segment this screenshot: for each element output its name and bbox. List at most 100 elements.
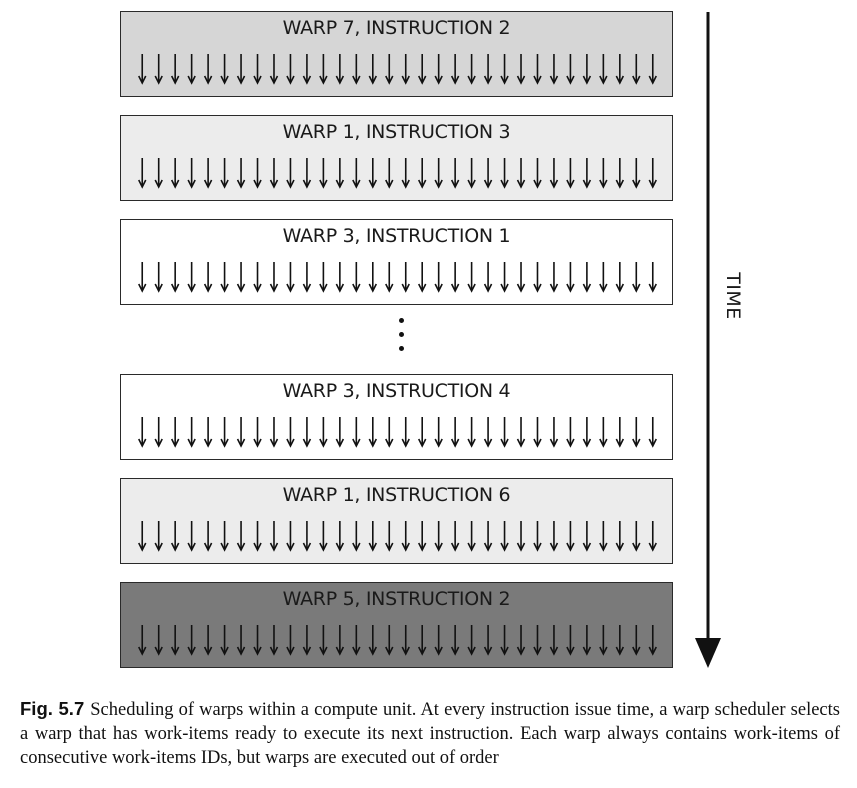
work-item-arrow	[154, 54, 163, 85]
work-item-arrow	[236, 521, 246, 552]
warp-box: WARP 3, INSTRUCTION 4	[120, 374, 673, 460]
work-item-arrow	[549, 54, 559, 85]
work-item-arrow	[417, 262, 427, 293]
work-item-arrow	[253, 521, 262, 552]
work-item-arrows	[138, 262, 657, 293]
work-item-arrow	[533, 521, 542, 552]
work-item-arrow	[516, 54, 526, 85]
work-item-arrows	[138, 417, 657, 448]
work-item-arrow	[253, 417, 262, 448]
work-item-arrows	[138, 158, 657, 189]
work-item-arrow	[319, 521, 328, 552]
work-item-arrow	[385, 521, 394, 552]
work-item-arrow	[648, 521, 657, 552]
work-item-arrow	[467, 262, 476, 293]
work-item-arrow	[170, 417, 180, 448]
work-item-arrow	[220, 54, 229, 85]
caption-text: Scheduling of warps within a compute uni…	[20, 700, 840, 768]
ellipsis-dots	[396, 318, 406, 368]
work-item-arrow	[500, 521, 509, 552]
work-item-arrow	[648, 625, 657, 656]
work-item-arrow	[319, 158, 328, 189]
work-item-arrow	[401, 262, 410, 293]
work-item-arrow	[615, 625, 625, 656]
work-item-arrow	[170, 521, 180, 552]
work-item-arrow	[599, 417, 608, 448]
work-item-arrow	[319, 262, 328, 293]
work-item-arrow	[319, 625, 328, 656]
work-item-arrow	[269, 262, 279, 293]
work-item-arrow	[417, 625, 427, 656]
work-item-arrow	[335, 625, 345, 656]
work-item-arrow	[450, 521, 460, 552]
warp-box: WARP 5, INSTRUCTION 2	[120, 582, 673, 668]
work-item-arrow	[549, 158, 559, 189]
work-item-arrow	[187, 417, 196, 448]
work-item-arrow	[203, 417, 213, 448]
work-item-arrow	[599, 625, 608, 656]
work-item-arrow	[648, 417, 657, 448]
work-item-arrow	[401, 521, 410, 552]
work-item-arrow	[615, 158, 625, 189]
dot	[398, 332, 404, 337]
work-item-arrows	[138, 54, 657, 85]
work-item-arrow	[566, 625, 575, 656]
work-item-arrow	[434, 158, 443, 189]
work-item-arrow	[302, 521, 312, 552]
work-item-arrow	[582, 262, 592, 293]
dot	[398, 318, 404, 323]
work-item-arrow	[434, 521, 443, 552]
work-item-arrow	[401, 158, 410, 189]
work-item-arrow	[187, 625, 196, 656]
work-item-arrow	[187, 262, 196, 293]
work-item-arrow	[500, 54, 509, 85]
work-item-arrow	[154, 158, 163, 189]
work-item-arrows	[138, 521, 657, 552]
warp-label: WARP 7, INSTRUCTION 2	[282, 17, 511, 39]
work-item-arrow	[253, 54, 262, 85]
work-item-arrow	[566, 158, 575, 189]
work-item-arrow	[483, 521, 493, 552]
work-item-arrow	[500, 158, 509, 189]
work-item-arrows	[138, 625, 657, 656]
work-item-arrow	[632, 158, 641, 189]
work-item-arrow	[368, 417, 378, 448]
work-item-arrow	[335, 521, 345, 552]
work-item-arrow	[500, 417, 509, 448]
work-item-arrow	[566, 521, 575, 552]
work-item-arrow	[549, 262, 559, 293]
work-item-arrow	[154, 417, 163, 448]
work-item-arrow	[203, 54, 213, 85]
work-item-arrow	[516, 417, 526, 448]
work-item-arrow	[582, 625, 592, 656]
work-item-arrow	[417, 521, 427, 552]
warp-label: WARP 3, INSTRUCTION 1	[282, 225, 511, 247]
work-item-arrow	[483, 625, 493, 656]
warp-box: WARP 1, INSTRUCTION 3	[120, 115, 673, 201]
warp-label: WARP 1, INSTRUCTION 6	[282, 484, 511, 506]
work-item-arrow	[450, 417, 460, 448]
work-item-arrow	[500, 625, 509, 656]
work-item-arrow	[138, 625, 147, 656]
work-item-arrow	[632, 262, 641, 293]
work-item-arrow	[286, 54, 295, 85]
work-item-arrow	[401, 417, 410, 448]
work-item-arrow	[516, 158, 526, 189]
work-item-arrow	[566, 54, 575, 85]
work-item-arrow	[154, 262, 163, 293]
work-item-arrow	[582, 54, 592, 85]
work-item-arrow	[483, 54, 493, 85]
work-item-arrow	[220, 521, 229, 552]
work-item-arrow	[319, 417, 328, 448]
work-item-arrow	[450, 625, 460, 656]
warp-scheduling-diagram: WARP 7, INSTRUCTION 2 WARP 1, INSTRUCTIO…	[120, 11, 744, 668]
work-item-arrow	[220, 417, 229, 448]
work-item-arrow	[236, 625, 246, 656]
work-item-arrow	[269, 625, 279, 656]
work-item-arrow	[483, 262, 493, 293]
work-item-arrow	[632, 417, 641, 448]
work-item-arrow	[533, 158, 542, 189]
work-item-arrow	[615, 521, 625, 552]
work-item-arrow	[138, 521, 147, 552]
warp-box: WARP 1, INSTRUCTION 6	[120, 478, 673, 564]
